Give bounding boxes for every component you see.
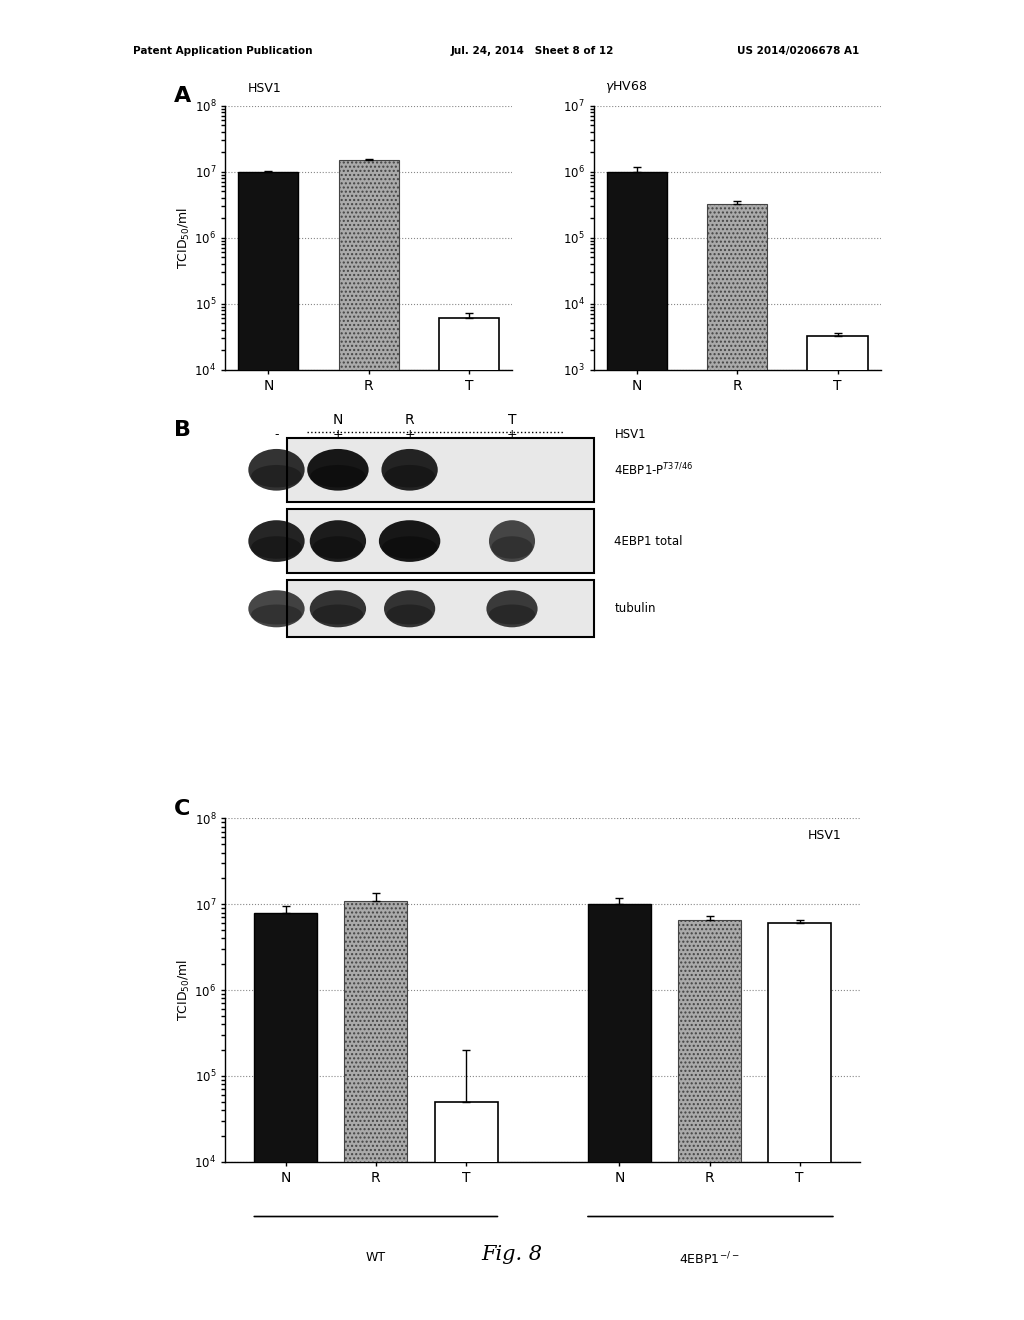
Bar xyxy=(439,318,499,1320)
Ellipse shape xyxy=(249,520,305,562)
Ellipse shape xyxy=(489,605,535,624)
Ellipse shape xyxy=(379,520,440,562)
Ellipse shape xyxy=(489,520,535,562)
Ellipse shape xyxy=(382,536,437,558)
Y-axis label: TCID$_{50}$/ml: TCID$_{50}$/ml xyxy=(175,207,191,268)
Text: 4EBP1$^{-/-}$: 4EBP1$^{-/-}$ xyxy=(679,1251,739,1267)
Ellipse shape xyxy=(486,590,538,627)
Ellipse shape xyxy=(307,449,369,491)
Bar xyxy=(344,900,408,1320)
Ellipse shape xyxy=(492,536,532,558)
Text: Jul. 24, 2014   Sheet 8 of 12: Jul. 24, 2014 Sheet 8 of 12 xyxy=(451,46,614,57)
Y-axis label: TCID$_{50}$/ml: TCID$_{50}$/ml xyxy=(175,960,191,1020)
Ellipse shape xyxy=(309,520,367,562)
Ellipse shape xyxy=(249,449,305,491)
Ellipse shape xyxy=(249,590,305,627)
Ellipse shape xyxy=(312,605,364,624)
Bar xyxy=(287,438,594,502)
Bar xyxy=(708,205,767,1320)
Text: T: T xyxy=(508,413,516,428)
Text: -: - xyxy=(274,428,279,441)
Bar xyxy=(287,510,594,573)
Bar xyxy=(254,912,317,1320)
Ellipse shape xyxy=(251,605,302,624)
Text: +: + xyxy=(333,428,343,441)
Text: Patent Application Publication: Patent Application Publication xyxy=(133,46,312,57)
Ellipse shape xyxy=(384,465,435,487)
Ellipse shape xyxy=(312,536,364,558)
Text: HSV1: HSV1 xyxy=(248,82,282,95)
Text: +: + xyxy=(404,428,415,441)
Ellipse shape xyxy=(310,465,366,487)
Ellipse shape xyxy=(251,465,302,487)
Text: US 2014/0206678 A1: US 2014/0206678 A1 xyxy=(737,46,859,57)
Bar xyxy=(588,904,651,1320)
Bar xyxy=(239,172,298,1320)
Bar xyxy=(287,581,594,638)
Ellipse shape xyxy=(381,449,438,491)
Ellipse shape xyxy=(387,605,433,624)
Text: HSV1: HSV1 xyxy=(807,829,841,842)
Text: 4EBP1-P$^{T37/46}$: 4EBP1-P$^{T37/46}$ xyxy=(614,462,693,478)
Bar xyxy=(339,160,398,1320)
Text: tubulin: tubulin xyxy=(614,602,656,615)
Text: R: R xyxy=(404,413,415,428)
Text: HSV1: HSV1 xyxy=(614,428,646,441)
Bar xyxy=(607,172,667,1320)
Bar xyxy=(768,923,831,1320)
Ellipse shape xyxy=(251,536,302,558)
Bar xyxy=(678,920,741,1320)
Ellipse shape xyxy=(309,590,367,627)
Text: N: N xyxy=(333,413,343,428)
Text: A: A xyxy=(174,86,191,106)
Ellipse shape xyxy=(384,590,435,627)
Bar xyxy=(808,337,867,1320)
Text: C: C xyxy=(174,799,190,818)
Text: +: + xyxy=(507,428,517,441)
Text: 4EBP1 total: 4EBP1 total xyxy=(614,535,683,548)
Text: WT: WT xyxy=(366,1251,386,1263)
Text: B: B xyxy=(174,420,191,440)
Bar xyxy=(434,1102,498,1320)
Text: Fig. 8: Fig. 8 xyxy=(481,1245,543,1263)
Text: $\gamma$HV68: $\gamma$HV68 xyxy=(605,79,648,95)
